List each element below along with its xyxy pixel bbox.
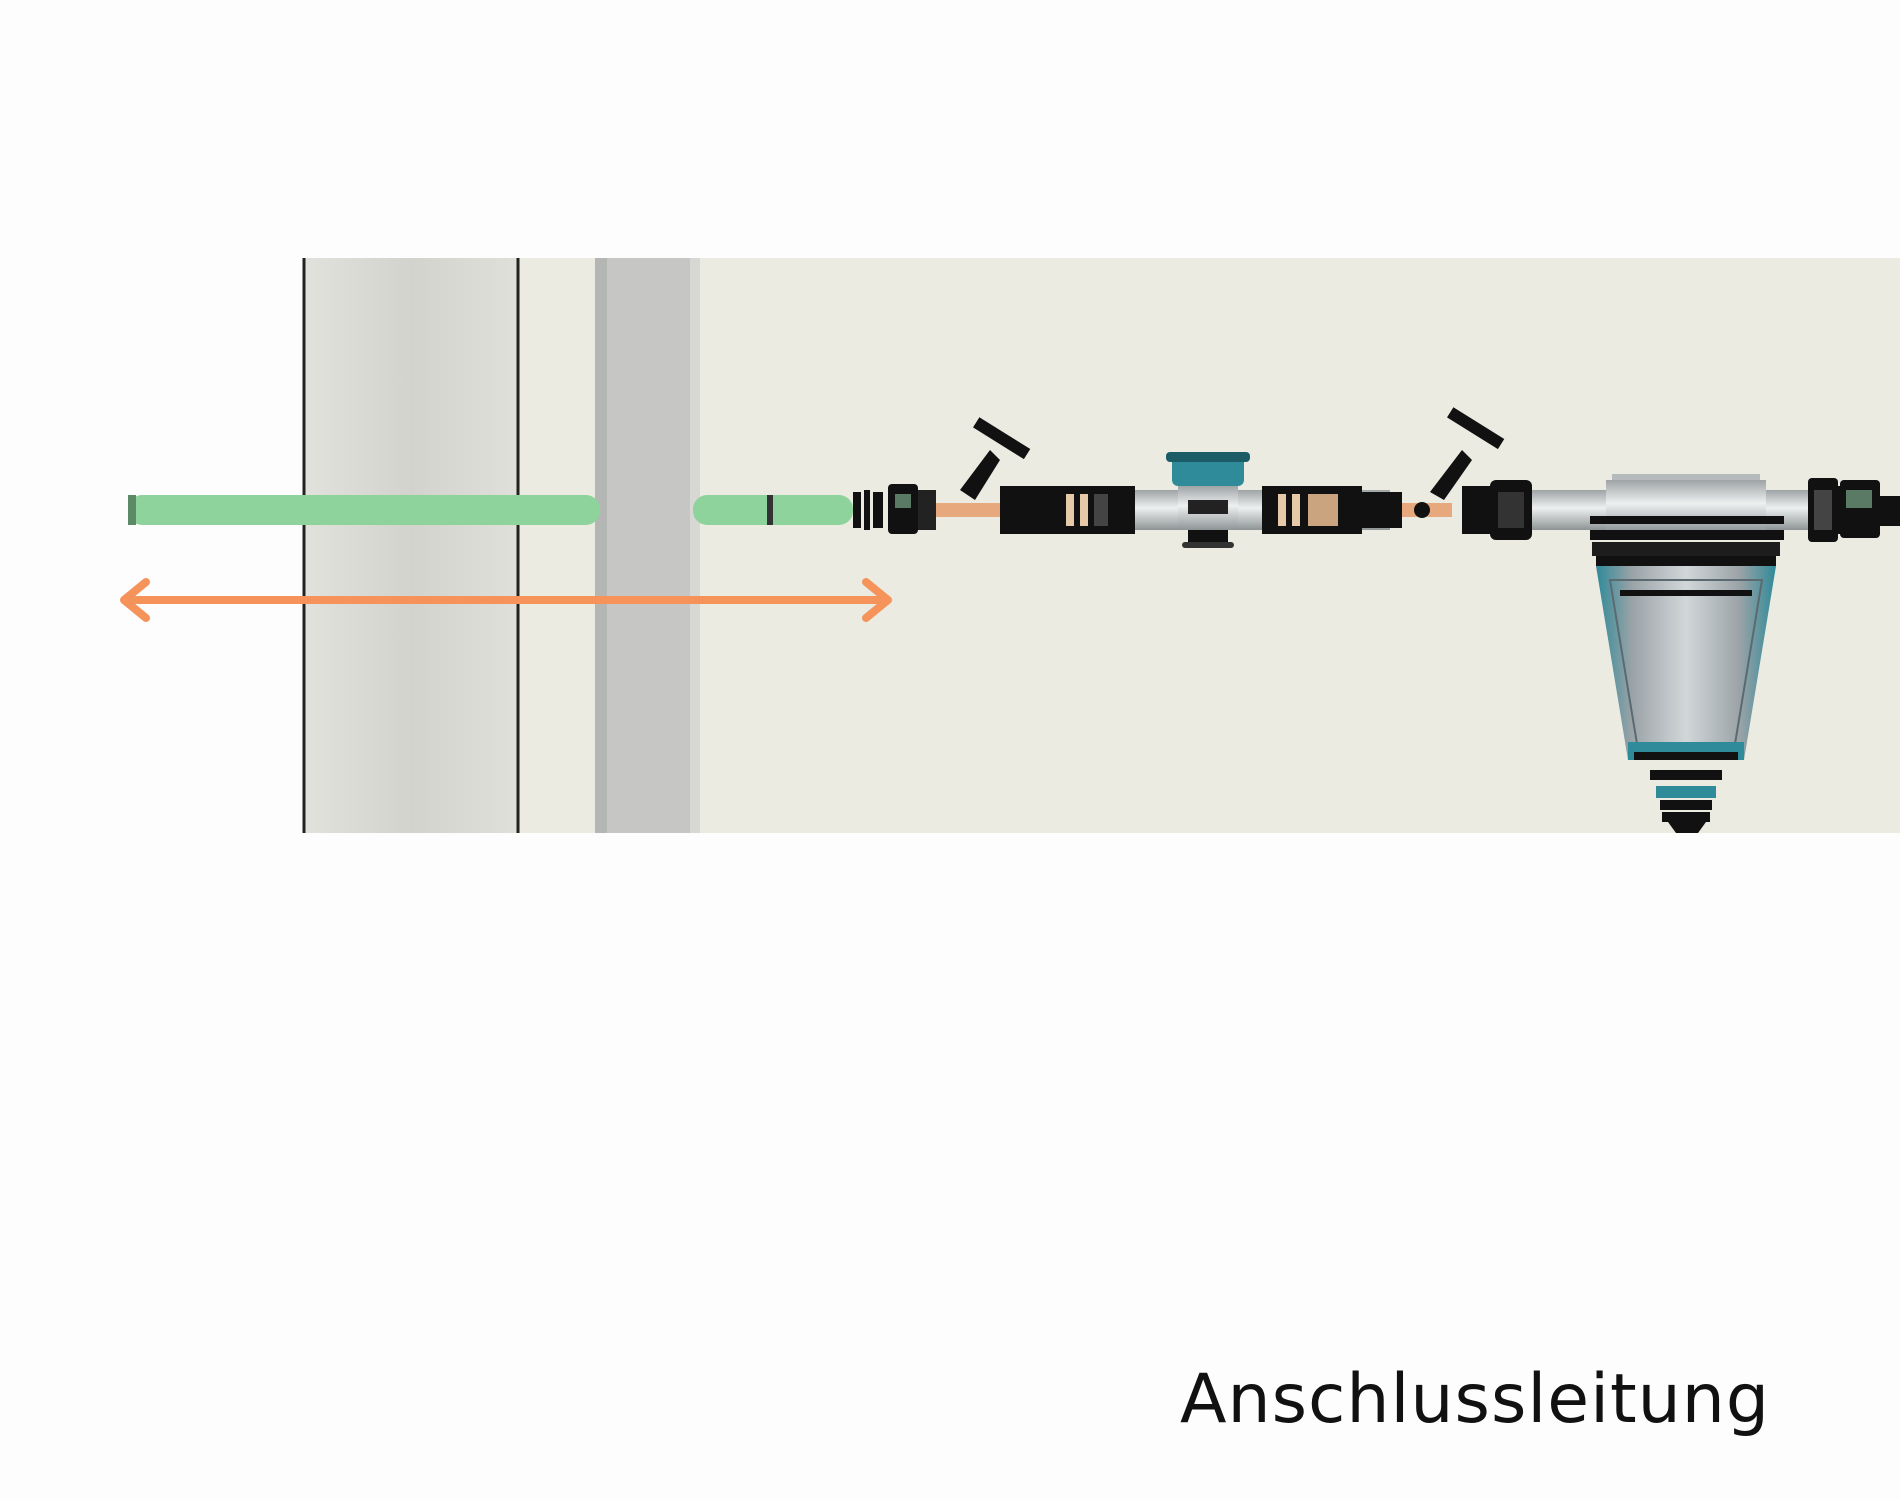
inner-wall-highlight-left [595,258,607,833]
outer-wall [303,258,518,833]
end-fitting [1808,478,1900,542]
green-pipe-segment-1 [128,495,600,525]
filter-icon [1590,474,1784,833]
caption-label: Anschlussleitung [1180,1360,1771,1439]
fitting-block-right [1262,486,1402,534]
double-headed-arrow-icon [120,578,892,622]
fitting-block-left [1060,486,1135,534]
inner-wall-column [595,258,700,833]
green-pipe-joint [767,495,773,525]
gate-valve-icon [936,417,1060,534]
pipe-coupling [853,484,936,534]
green-pipe-end-cap [128,495,136,525]
water-meter-icon [1166,452,1250,548]
inner-wall-highlight-right [690,258,700,833]
gate-valve-icon [1402,407,1532,540]
